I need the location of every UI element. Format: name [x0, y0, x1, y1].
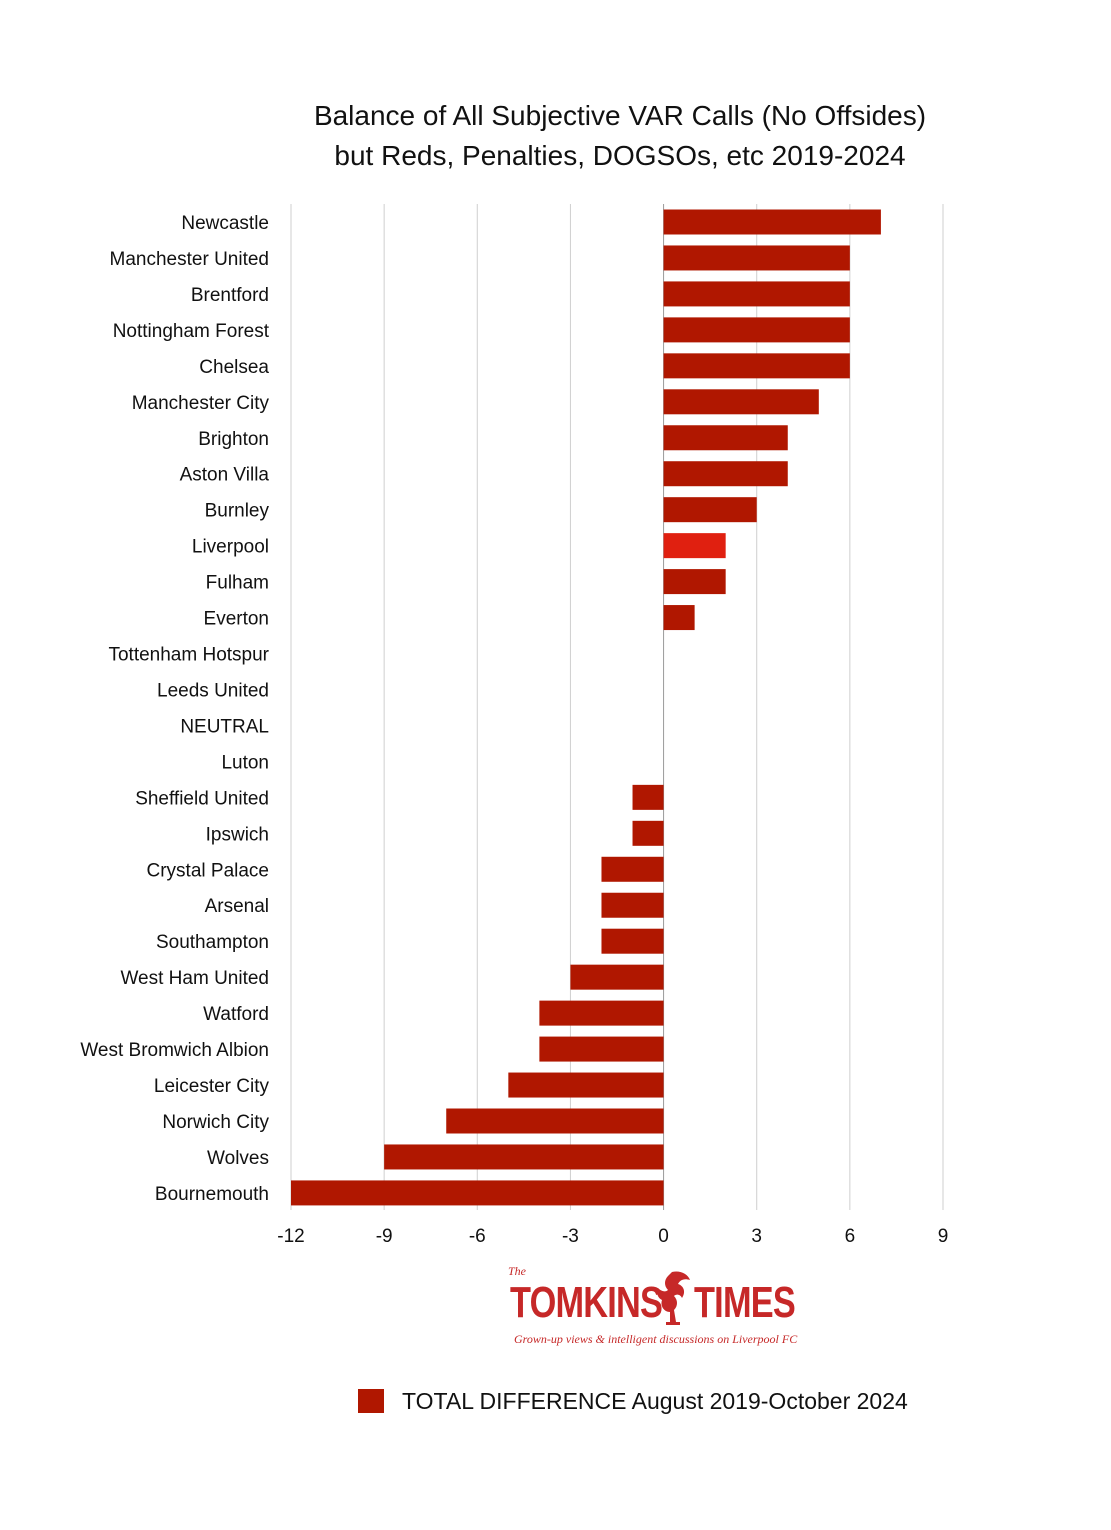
category-label: Manchester City — [132, 393, 270, 414]
bar — [632, 784, 664, 810]
category-label: Everton — [204, 609, 269, 630]
category-label: NEUTRAL — [180, 716, 269, 737]
bar — [663, 533, 726, 559]
category-label: Newcastle — [181, 213, 269, 234]
category-label: Leicester City — [154, 1076, 270, 1097]
logo-tagline: Grown-up views & intelligent discussions… — [514, 1332, 798, 1346]
logo-word-tomkins: TOMKINS — [510, 1278, 663, 1327]
bar — [663, 605, 695, 631]
category-label: Crystal Palace — [147, 860, 270, 881]
category-label: Brighton — [198, 429, 269, 450]
x-tick-label: 3 — [751, 1226, 762, 1247]
category-label: Bournemouth — [155, 1184, 269, 1205]
bar — [663, 317, 850, 343]
category-label: Wolves — [207, 1148, 269, 1169]
liver-bird-icon — [657, 1271, 690, 1325]
bar — [508, 1072, 664, 1098]
category-label: Brentford — [191, 285, 269, 306]
x-tick-label: 0 — [658, 1226, 669, 1247]
bar — [663, 245, 850, 271]
bar — [601, 892, 664, 918]
bar — [632, 820, 664, 846]
logo-the: The — [508, 1264, 526, 1278]
category-label: West Ham United — [120, 968, 269, 989]
category-label: Leeds United — [157, 680, 269, 701]
category-label: Arsenal — [205, 896, 269, 917]
category-label: Norwich City — [162, 1112, 269, 1133]
bar — [663, 209, 881, 235]
x-tick-label: 9 — [938, 1226, 949, 1247]
category-label: Burnley — [205, 501, 270, 522]
category-label: Ipswich — [206, 824, 269, 845]
tomkins-times-logo: The TOMKINS TIMES Grown-up views & intel… — [500, 1262, 820, 1352]
bar — [663, 281, 850, 307]
category-label: Chelsea — [199, 357, 269, 378]
category-label: Southampton — [156, 932, 269, 953]
bar-chart: -12 -9 -6 -3 0 3 6 9 Newcastle Manchester United B… — [80, 204, 949, 1247]
bar — [601, 928, 664, 954]
bar — [601, 856, 664, 882]
chart-title-line-2: but Reds, Penalties, DOGSOs, etc 2019-20… — [334, 140, 906, 171]
bar — [384, 1144, 664, 1170]
bar — [291, 1180, 664, 1206]
x-tick-label: -12 — [277, 1226, 304, 1247]
bar — [663, 389, 819, 415]
bar — [446, 1108, 664, 1134]
category-label: Sheffield United — [135, 788, 269, 809]
category-label: Manchester United — [110, 249, 269, 270]
x-tick-label: -3 — [562, 1226, 579, 1247]
legend-swatch — [358, 1389, 384, 1413]
bar — [663, 353, 850, 379]
bar — [663, 425, 788, 451]
logo-word-times: TIMES — [694, 1278, 796, 1327]
category-label: Liverpool — [192, 537, 269, 558]
bar — [539, 1000, 664, 1026]
category-label: Luton — [221, 752, 269, 773]
x-tick-label: 6 — [845, 1226, 856, 1247]
category-label: Nottingham Forest — [113, 321, 270, 342]
bar — [663, 497, 757, 523]
category-label: West Bromwich Albion — [80, 1040, 269, 1061]
legend-label: TOTAL DIFFERENCE August 2019-October 202… — [402, 1387, 908, 1414]
bar — [663, 569, 726, 595]
x-tick-label: -9 — [376, 1226, 393, 1247]
chart-title-line-1: Balance of All Subjective VAR Calls (No … — [313, 100, 927, 131]
x-tick-label: -6 — [469, 1226, 486, 1247]
category-label: Fulham — [206, 573, 269, 594]
category-label: Watford — [203, 1004, 269, 1025]
category-label: Tottenham Hotspur — [108, 645, 269, 666]
category-label: Aston Villa — [180, 465, 270, 486]
bar — [539, 1036, 664, 1062]
legend: TOTAL DIFFERENCE August 2019-October 202… — [358, 1386, 908, 1416]
bar — [663, 461, 788, 487]
bar — [570, 964, 664, 990]
